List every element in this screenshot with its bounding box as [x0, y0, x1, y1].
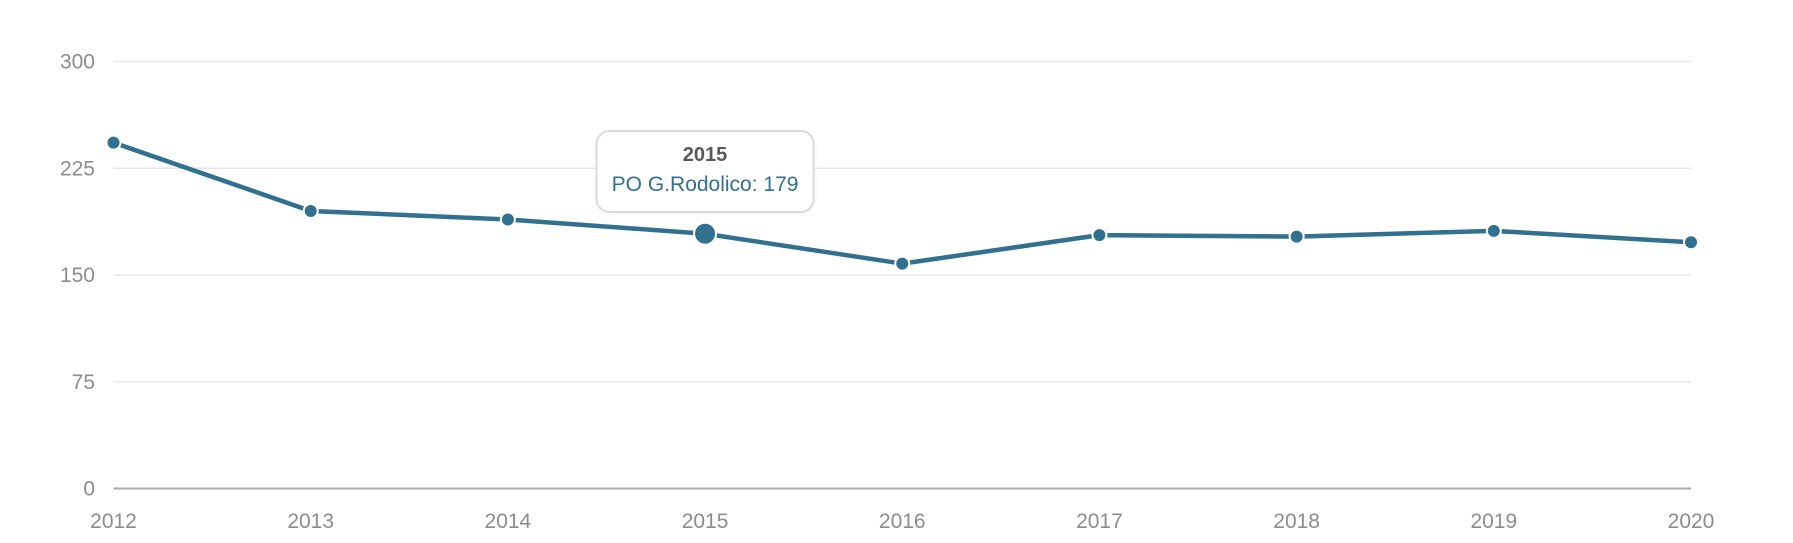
series-line	[111, 140, 1694, 266]
y-tick-label-150: 150	[60, 264, 95, 287]
data-point-2014[interactable]	[499, 211, 516, 228]
y-tick-label-0: 0	[83, 478, 95, 501]
x-tick-label-2015: 2015	[682, 510, 729, 533]
data-point-2013[interactable]	[302, 202, 319, 219]
data-point-2017[interactable]	[1091, 227, 1108, 244]
x-tick-label-2017: 2017	[1076, 510, 1123, 533]
data-point-2020[interactable]	[1683, 234, 1699, 251]
x-tick-label-2019: 2019	[1470, 510, 1517, 533]
data-point-2016[interactable]	[894, 255, 911, 272]
data-point-2015-hovered[interactable]	[693, 221, 718, 246]
y-tick-label-300: 300	[60, 51, 95, 74]
x-tick-label-2020: 2020	[1668, 510, 1715, 533]
x-tick-label-2016: 2016	[879, 510, 926, 533]
data-point-2012[interactable]	[105, 134, 122, 151]
x-tick-label-2012: 2012	[90, 510, 137, 533]
x-tick-label-2018: 2018	[1273, 510, 1320, 533]
y-tick-label-75: 75	[72, 371, 95, 394]
data-point-2019[interactable]	[1485, 222, 1502, 239]
y-tick-label-225: 225	[60, 157, 95, 180]
data-point-2018[interactable]	[1288, 228, 1305, 245]
x-tick-label-2014: 2014	[485, 510, 532, 533]
x-tick-label-2013: 2013	[287, 510, 334, 533]
